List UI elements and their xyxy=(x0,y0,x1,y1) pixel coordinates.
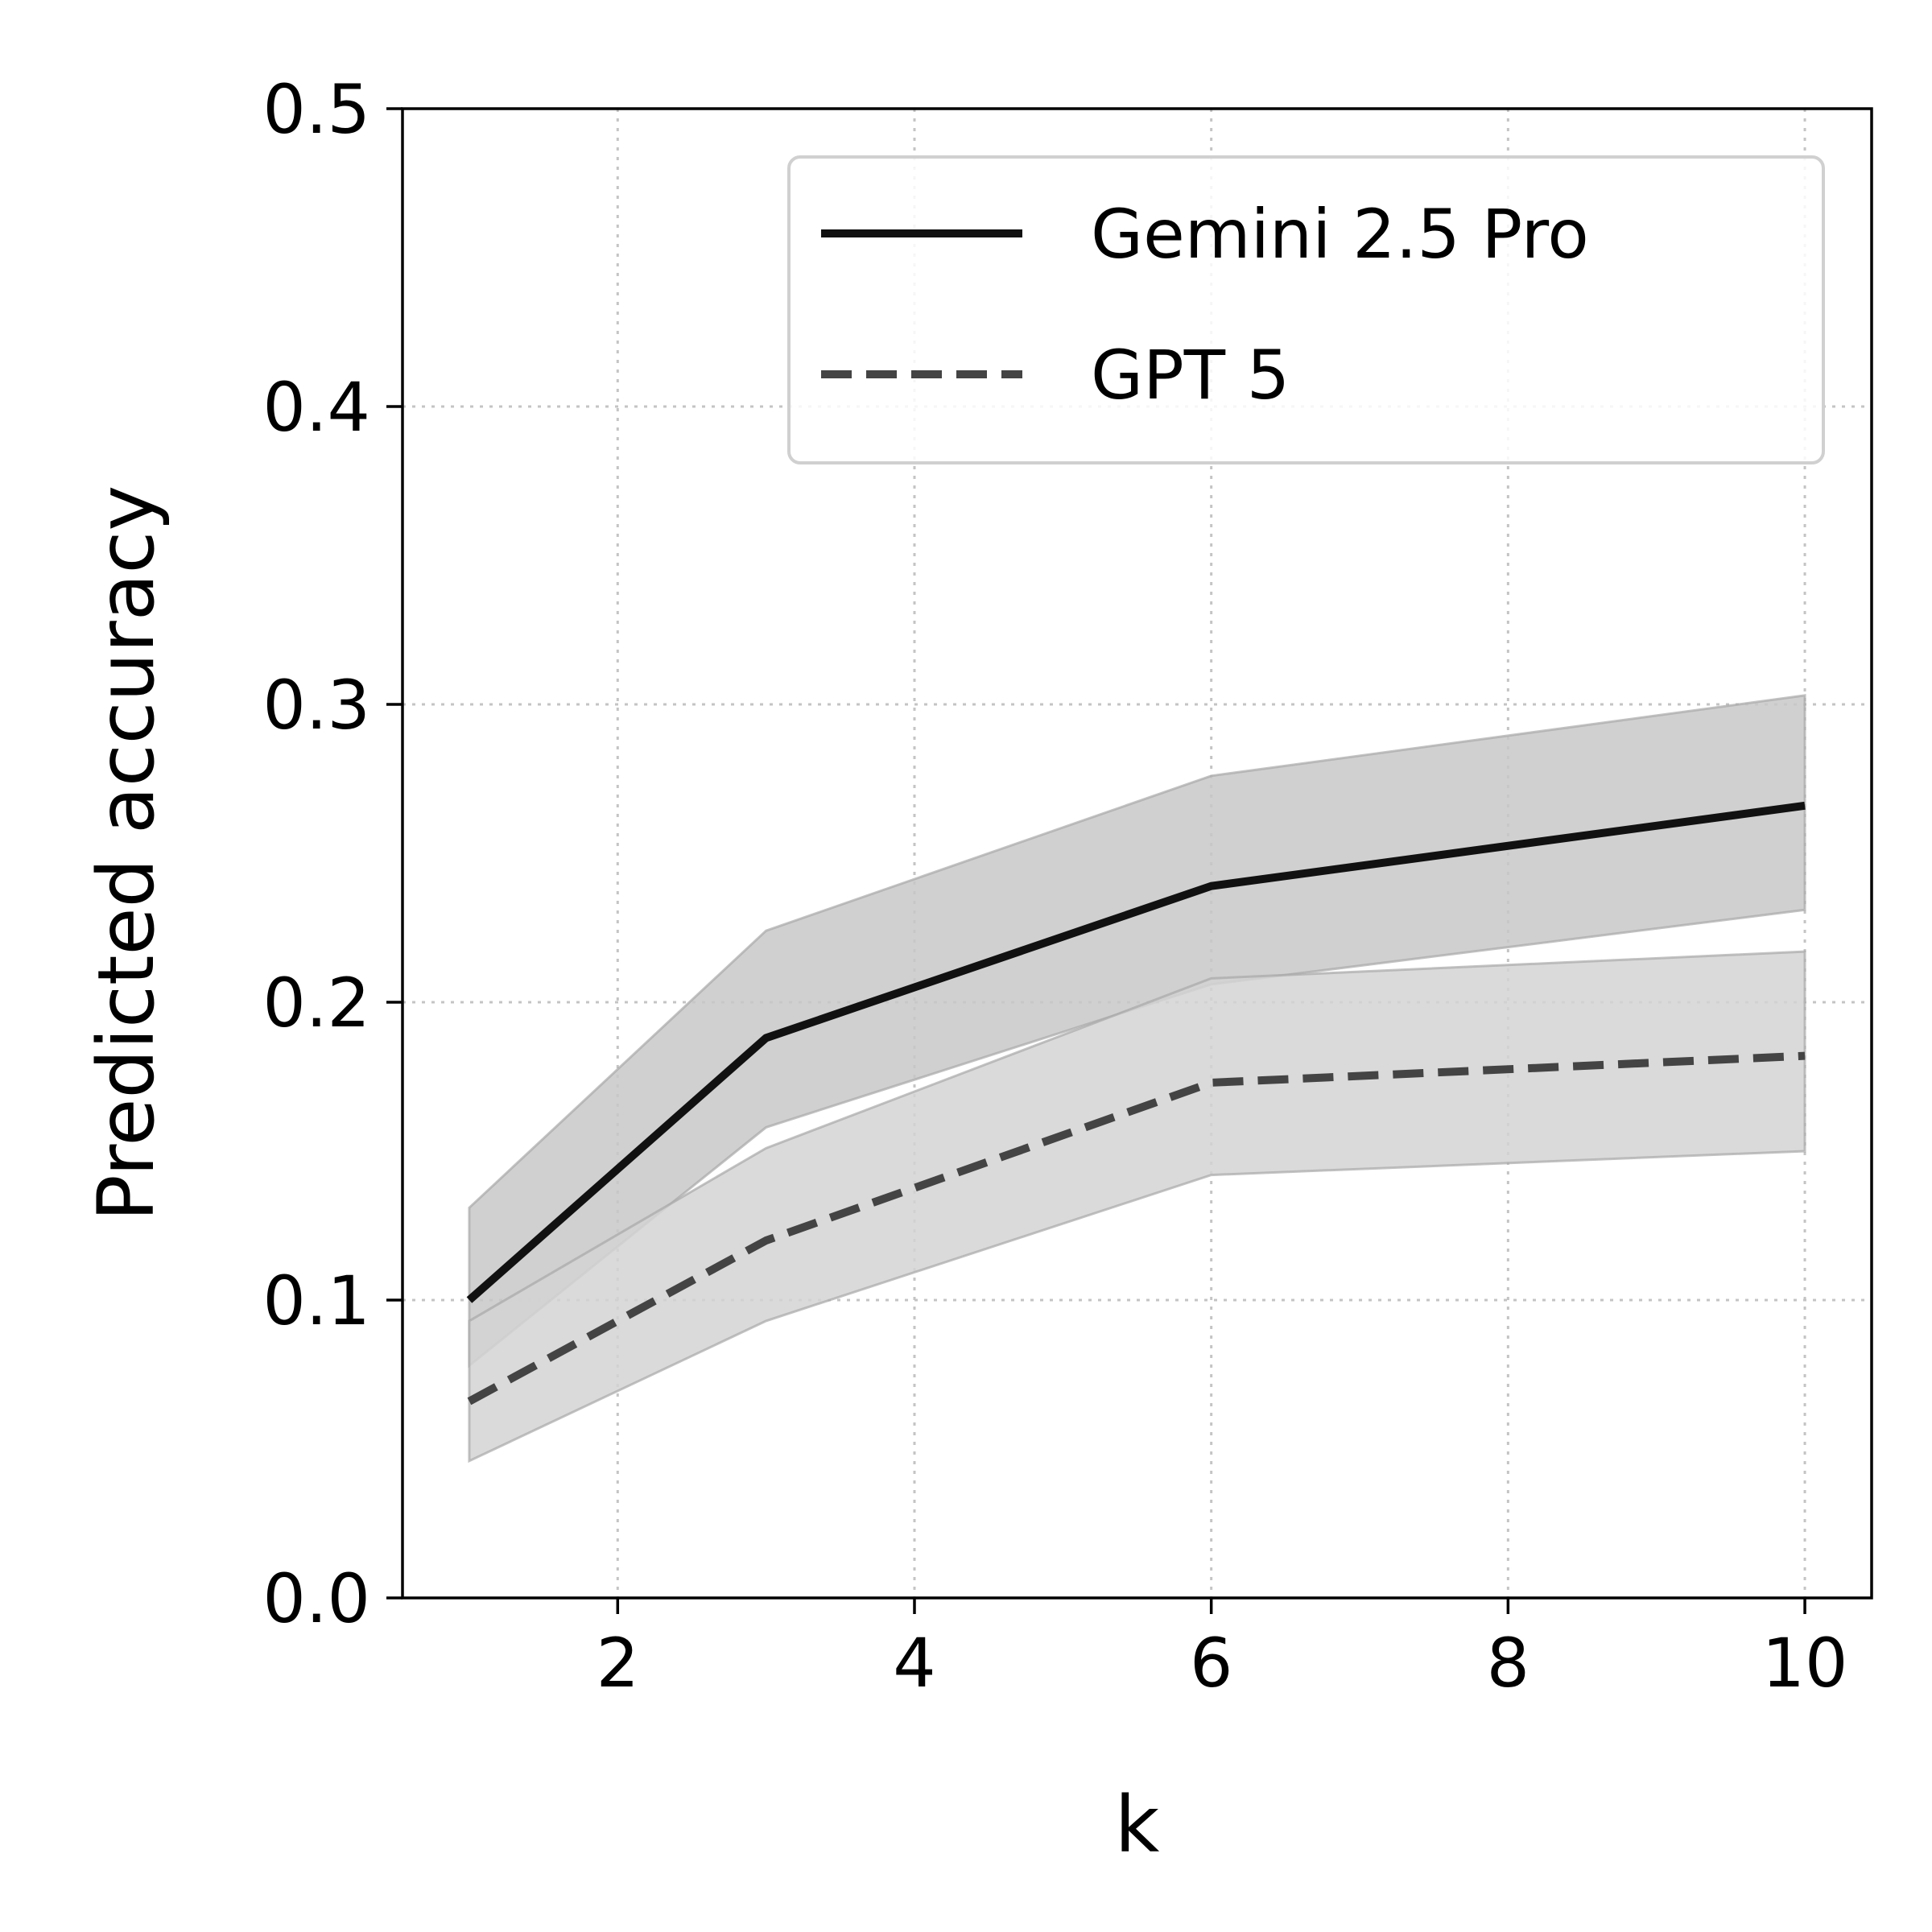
series-lines xyxy=(466,801,1806,1406)
axis-ticks: 2 4 6 8 10 0.0 0.1 0.2 0.3 0.4 0.5 xyxy=(262,70,1847,1703)
legend-box xyxy=(787,155,1825,464)
y-tick-label: 0.3 xyxy=(262,666,370,745)
y-tick-label: 0.4 xyxy=(262,368,370,447)
y-tick-label: 0.5 xyxy=(262,70,370,149)
y-axis-label: Predicted accuracy xyxy=(81,485,171,1221)
series-line-1 xyxy=(467,1051,1806,1406)
x-tick-label: 2 xyxy=(597,1624,639,1703)
x-tick-label: 4 xyxy=(893,1624,935,1703)
x-tick-label: 6 xyxy=(1190,1624,1232,1703)
x-tick-label: 8 xyxy=(1487,1624,1530,1703)
legend-label-gemini: Gemini 2.5 Pro xyxy=(1091,195,1589,274)
legend: Gemini 2.5 Pro GPT 5 xyxy=(787,155,1825,464)
y-tick-label: 0.1 xyxy=(262,1261,370,1340)
legend-label-gpt: GPT 5 xyxy=(1091,336,1290,415)
confidence-bands xyxy=(468,694,1806,1463)
plot-frame xyxy=(401,107,1873,1600)
y-tick-label: 0.2 xyxy=(262,964,370,1042)
series-line-0 xyxy=(466,801,1806,1303)
y-tick-label: 0.0 xyxy=(262,1559,370,1638)
x-tick-label: 10 xyxy=(1762,1624,1848,1703)
x-axis-label: k xyxy=(1115,1780,1160,1870)
confidence-band-1 xyxy=(468,950,1806,1463)
